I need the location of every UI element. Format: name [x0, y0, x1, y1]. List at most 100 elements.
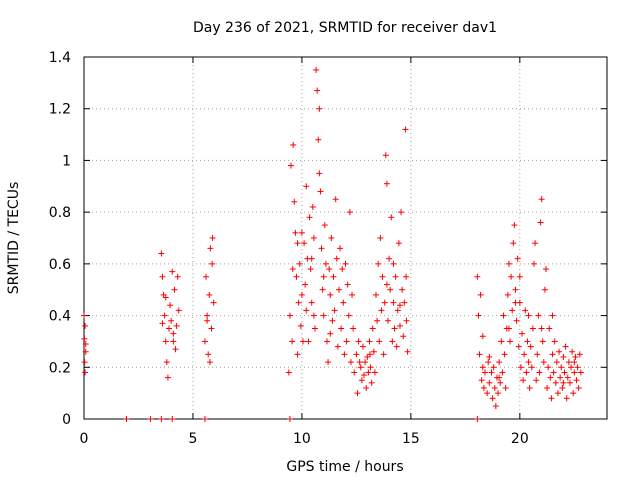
data-point: [390, 260, 397, 267]
data-point: [530, 260, 537, 267]
data-point: [517, 364, 524, 371]
data-point: [316, 105, 323, 112]
data-point: [350, 325, 357, 332]
data-point: [315, 136, 322, 143]
data-point: [486, 353, 493, 360]
data-point: [349, 291, 356, 298]
data-point: [485, 359, 492, 366]
data-point: [368, 379, 375, 386]
data-point: [512, 299, 519, 306]
data-point: [210, 299, 217, 306]
data-point: [209, 235, 216, 241]
data-point: [82, 322, 89, 329]
data-point: [201, 338, 208, 345]
x-tick-label: 5: [188, 431, 197, 447]
data-point: [402, 126, 409, 133]
data-point: [552, 379, 559, 386]
data-point: [204, 317, 211, 324]
data-point: [529, 325, 536, 332]
data-point: [490, 364, 497, 371]
data-point: [303, 183, 310, 190]
data-point: [314, 87, 321, 94]
data-point: [489, 395, 496, 402]
data-point: [207, 245, 214, 252]
y-tick-label: 0: [62, 412, 71, 428]
data-point: [205, 351, 212, 358]
data-point: [365, 369, 372, 376]
data-points: [81, 66, 584, 422]
data-point: [206, 359, 213, 366]
data-point: [171, 286, 178, 293]
data-point: [395, 240, 402, 247]
data-point: [313, 66, 320, 73]
data-point: [486, 379, 493, 386]
data-point: [325, 359, 332, 366]
data-point: [286, 416, 293, 422]
data-point: [289, 266, 296, 273]
data-point: [294, 351, 301, 358]
data-point: [538, 325, 545, 332]
data-point: [571, 359, 578, 366]
data-point: [523, 369, 530, 376]
data-point: [292, 229, 299, 236]
data-point: [497, 379, 504, 386]
data-point: [345, 312, 352, 319]
data-point: [334, 343, 341, 350]
x-tick-label: 15: [402, 431, 420, 447]
data-point: [399, 286, 406, 293]
data-point: [573, 377, 580, 384]
data-point: [401, 299, 408, 306]
data-point: [356, 359, 363, 366]
data-point: [305, 338, 312, 345]
data-point: [396, 322, 403, 329]
data-point: [496, 374, 503, 381]
data-point: [337, 245, 344, 252]
data-point: [542, 266, 549, 273]
data-point: [361, 372, 368, 379]
data-point: [574, 364, 581, 371]
data-point: [524, 338, 531, 345]
x-tick-label: 10: [293, 431, 311, 447]
data-point: [164, 374, 171, 381]
data-point: [316, 170, 323, 177]
data-point: [477, 291, 484, 298]
data-point: [479, 364, 486, 371]
data-point: [566, 379, 573, 386]
data-point: [371, 369, 378, 376]
data-point: [165, 325, 172, 332]
data-point: [561, 369, 568, 376]
data-point: [568, 364, 575, 371]
data-point: [560, 353, 567, 360]
data-point: [393, 343, 400, 350]
data-point: [364, 353, 371, 360]
data-point: [500, 312, 507, 319]
data-point: [335, 286, 342, 293]
data-point: [548, 395, 555, 402]
data-point: [513, 317, 520, 324]
data-point: [403, 273, 410, 280]
data-point: [294, 240, 301, 247]
data-point: [363, 384, 370, 391]
data-point: [572, 353, 579, 360]
data-point: [539, 338, 546, 345]
axis-ticks: 0 0.2 0.4 0.6 0.8 1 1.2 1.4 0 5 10 15 20: [49, 50, 607, 447]
data-point: [495, 390, 502, 397]
data-point: [307, 266, 314, 273]
data-point: [310, 235, 317, 241]
data-point: [394, 307, 401, 314]
data-point: [515, 343, 522, 350]
data-point: [475, 312, 482, 319]
data-point: [168, 317, 175, 324]
data-point: [320, 312, 327, 319]
data-point: [321, 222, 328, 229]
data-point: [342, 260, 349, 267]
data-point: [291, 198, 298, 205]
data-point: [540, 359, 547, 366]
data-point: [329, 317, 336, 324]
data-point: [510, 240, 517, 247]
data-point: [169, 416, 176, 422]
data-point: [376, 338, 383, 345]
data-point: [172, 346, 179, 353]
data-point: [377, 235, 384, 241]
